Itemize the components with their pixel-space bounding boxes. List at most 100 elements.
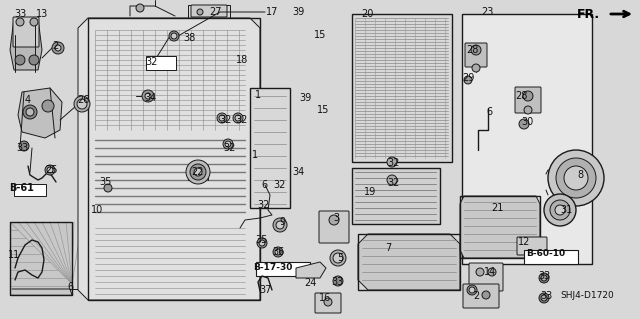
Text: 30: 30 <box>521 117 533 127</box>
Text: 35: 35 <box>99 177 111 187</box>
Bar <box>352 14 452 162</box>
Circle shape <box>550 200 570 220</box>
Circle shape <box>19 141 29 151</box>
Circle shape <box>539 293 549 303</box>
Text: 33: 33 <box>14 9 26 19</box>
Text: 22: 22 <box>192 167 204 177</box>
Circle shape <box>42 100 54 112</box>
Circle shape <box>387 157 397 167</box>
Circle shape <box>273 247 283 257</box>
Circle shape <box>476 268 484 276</box>
Circle shape <box>16 18 24 26</box>
Text: 32: 32 <box>224 143 236 153</box>
Text: 2: 2 <box>52 41 58 51</box>
Bar <box>352 168 440 224</box>
Text: 28: 28 <box>466 45 478 55</box>
Text: 39: 39 <box>299 93 311 103</box>
FancyBboxPatch shape <box>515 87 541 113</box>
FancyBboxPatch shape <box>465 43 487 67</box>
Text: 10: 10 <box>91 205 103 215</box>
Text: 8: 8 <box>577 170 583 180</box>
Text: FR.: FR. <box>577 8 600 20</box>
Text: 32: 32 <box>219 115 231 125</box>
Circle shape <box>333 253 343 263</box>
Text: 18: 18 <box>236 55 248 65</box>
FancyBboxPatch shape <box>191 5 227 17</box>
Circle shape <box>136 4 144 12</box>
Text: 37: 37 <box>259 285 271 295</box>
Text: 14: 14 <box>484 267 496 277</box>
Text: 25: 25 <box>45 165 58 175</box>
Circle shape <box>324 298 332 306</box>
Text: 2: 2 <box>473 291 479 301</box>
Polygon shape <box>10 222 72 295</box>
Circle shape <box>26 108 34 116</box>
Text: 16: 16 <box>319 293 331 303</box>
Bar <box>14 184 46 196</box>
Circle shape <box>259 240 265 246</box>
Circle shape <box>55 45 61 51</box>
Text: B-17-30: B-17-30 <box>253 263 292 272</box>
Circle shape <box>469 287 475 293</box>
Text: 39: 39 <box>292 7 304 17</box>
Polygon shape <box>10 18 42 70</box>
Text: 12: 12 <box>518 237 530 247</box>
Circle shape <box>194 168 202 176</box>
Circle shape <box>190 164 206 180</box>
Circle shape <box>276 221 284 229</box>
FancyBboxPatch shape <box>13 17 39 47</box>
Circle shape <box>333 276 343 286</box>
FancyBboxPatch shape <box>517 237 547 255</box>
Circle shape <box>74 96 90 112</box>
Circle shape <box>47 167 53 173</box>
Circle shape <box>523 91 533 101</box>
Text: 17: 17 <box>266 7 278 17</box>
Text: 11: 11 <box>8 250 20 260</box>
Bar <box>146 56 176 70</box>
Circle shape <box>544 194 576 226</box>
Text: 3: 3 <box>333 213 339 223</box>
Text: 5: 5 <box>337 253 343 263</box>
Polygon shape <box>358 234 460 290</box>
Circle shape <box>564 166 588 190</box>
Text: SHJ4-D1720: SHJ4-D1720 <box>560 292 614 300</box>
Circle shape <box>225 141 231 147</box>
Circle shape <box>142 90 154 102</box>
Text: 26: 26 <box>77 95 89 105</box>
Text: 9: 9 <box>279 217 285 227</box>
Circle shape <box>104 184 112 192</box>
Text: 4: 4 <box>25 95 31 105</box>
Text: 23: 23 <box>481 7 493 17</box>
Text: 32: 32 <box>387 158 399 168</box>
Circle shape <box>30 18 38 26</box>
Circle shape <box>29 55 39 65</box>
Text: 6: 6 <box>67 282 73 292</box>
Circle shape <box>467 285 477 295</box>
Bar <box>250 88 290 208</box>
Circle shape <box>217 113 227 123</box>
Bar <box>524 250 578 264</box>
Text: 1: 1 <box>252 150 258 160</box>
Bar <box>256 262 310 276</box>
Circle shape <box>23 105 37 119</box>
Text: B-61: B-61 <box>10 183 35 193</box>
Circle shape <box>77 99 87 109</box>
Circle shape <box>169 31 179 41</box>
Text: 20: 20 <box>361 9 373 19</box>
Text: 31: 31 <box>560 205 572 215</box>
Circle shape <box>197 9 203 15</box>
Text: 35: 35 <box>256 235 268 245</box>
Circle shape <box>541 295 547 301</box>
Polygon shape <box>18 88 62 138</box>
Text: 13: 13 <box>36 9 48 19</box>
Circle shape <box>257 238 267 248</box>
Circle shape <box>464 76 472 84</box>
Text: 6: 6 <box>486 107 492 117</box>
Circle shape <box>519 119 529 129</box>
Circle shape <box>330 250 346 266</box>
Text: 19: 19 <box>364 187 376 197</box>
Text: 15: 15 <box>317 105 329 115</box>
Text: 33: 33 <box>538 271 550 281</box>
Circle shape <box>329 215 339 225</box>
Text: 33: 33 <box>16 143 28 153</box>
